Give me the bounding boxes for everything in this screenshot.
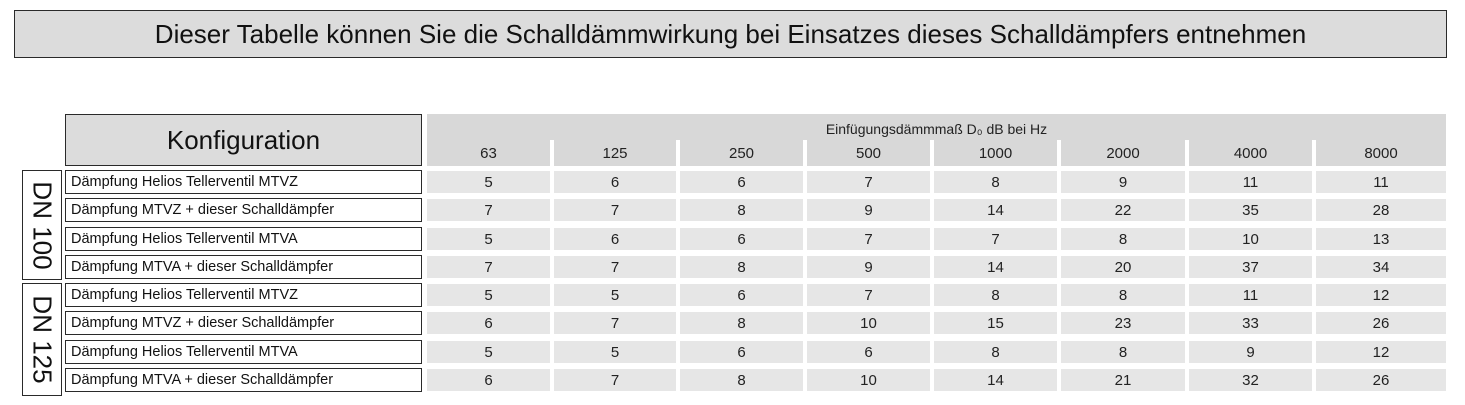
table-cell: 6	[427, 312, 554, 334]
table-row: 5 5 6 7 8 8 11 12	[427, 284, 1446, 306]
table-cell: 7	[807, 284, 934, 306]
table-cell: 35	[1189, 199, 1316, 221]
table-row: 7 7 8 9 14 22 35 28	[427, 199, 1446, 221]
table-cell: 13	[1316, 228, 1446, 250]
frequency-header-cell: 4000	[1189, 140, 1316, 166]
frequency-header: Einfügungsdämmmaß D₀ dB bei Hz 63 125 250 5…	[427, 114, 1446, 166]
table-cell: 33	[1189, 312, 1316, 334]
table-cell: 8	[680, 256, 807, 278]
row-label: Dämpfung Helios Tellerventil MTVA	[65, 227, 422, 251]
table-row: 5 6 6 7 8 9 11 11	[427, 171, 1446, 193]
row-label: Dämpfung MTVA + dieser Schalldämpfer	[65, 368, 422, 392]
frequency-row: 63 125 250 500 1000 2000 4000 8000	[427, 140, 1446, 166]
row-label: Dämpfung MTVZ + dieser Schalldämpfer	[65, 198, 422, 222]
table-cell: 8	[934, 284, 1061, 306]
row-label: Dämpfung MTVA + dieser Schalldämpfer	[65, 255, 422, 279]
table-cell: 8	[680, 369, 807, 391]
table-cell: 10	[807, 312, 934, 334]
frequency-header-cell: 250	[680, 140, 807, 166]
table-cell: 5	[554, 341, 680, 363]
table-title: Dieser Tabelle können Sie die Schalldämm…	[14, 10, 1447, 58]
table-cell: 6	[554, 228, 680, 250]
table-cell: 11	[1316, 171, 1446, 193]
table-cell: 7	[554, 199, 680, 221]
table-cell: 8	[1061, 341, 1189, 363]
table-cell: 6	[680, 171, 807, 193]
table-cell: 21	[1061, 369, 1189, 391]
table-cell: 8	[934, 171, 1061, 193]
table-cell: 8	[680, 199, 807, 221]
konfiguration-header: Konfiguration	[65, 114, 422, 166]
table-cell: 6	[554, 171, 680, 193]
table-cell: 8	[1061, 228, 1189, 250]
row-label: Dämpfung Helios Tellerventil MTVZ	[65, 170, 422, 194]
table-cell: 7	[807, 228, 934, 250]
table-cell: 6	[680, 284, 807, 306]
table-cell: 7	[427, 199, 554, 221]
table-cell: 7	[427, 256, 554, 278]
frequency-header-cell: 500	[807, 140, 934, 166]
table-cell: 37	[1189, 256, 1316, 278]
table-cell: 9	[1189, 341, 1316, 363]
frequency-header-cell: 125	[554, 140, 680, 166]
table-row: 6 7 8 10 14 21 32 26	[427, 369, 1446, 391]
table-cell: 5	[427, 284, 554, 306]
table-cell: 8	[934, 341, 1061, 363]
group-label-text: DN 125	[27, 295, 58, 384]
table-cell: 9	[807, 256, 934, 278]
frequency-caption: Einfügungsdämmmaß D₀ dB bei Hz	[825, 121, 1048, 137]
table-cell: 14	[934, 199, 1061, 221]
table-row: 5 6 6 7 7 8 10 13	[427, 228, 1446, 250]
table-cell: 26	[1316, 369, 1446, 391]
table-row: 7 7 8 9 14 20 37 34	[427, 256, 1446, 278]
table-cell: 14	[934, 256, 1061, 278]
table-cell: 20	[1061, 256, 1189, 278]
table-cell: 6	[680, 228, 807, 250]
group-label: DN 125	[22, 283, 62, 396]
table-cell: 32	[1189, 369, 1316, 391]
row-label: Dämpfung Helios Tellerventil MTVA	[65, 340, 422, 364]
table-cell: 11	[1189, 284, 1316, 306]
table-cell: 23	[1061, 312, 1189, 334]
table-cell: 14	[934, 369, 1061, 391]
table-cell: 9	[807, 199, 934, 221]
table-cell: 11	[1189, 171, 1316, 193]
table-row: 5 5 6 6 8 8 9 12	[427, 341, 1446, 363]
table-cell: 12	[1316, 341, 1446, 363]
table-cell: 7	[807, 171, 934, 193]
table-cell: 5	[427, 171, 554, 193]
table-cell: 6	[807, 341, 934, 363]
table-cell: 12	[1316, 284, 1446, 306]
table-cell: 7	[934, 228, 1061, 250]
group-label-text: DN 100	[27, 180, 58, 270]
table-cell: 6	[680, 341, 807, 363]
table-cell: 8	[1061, 284, 1189, 306]
table-cell: 7	[554, 312, 680, 334]
table-cell: 9	[1061, 171, 1189, 193]
frequency-header-cell: 8000	[1364, 144, 1398, 162]
table-cell: 22	[1061, 199, 1189, 221]
table-cell: 8	[680, 312, 807, 334]
frequency-header-cell: 63	[427, 140, 554, 166]
table-cell: 34	[1316, 256, 1446, 278]
table-cell: 10	[807, 369, 934, 391]
table-cell: 5	[427, 341, 554, 363]
row-label: Dämpfung Helios Tellerventil MTVZ	[65, 283, 422, 307]
table-cell: 26	[1316, 312, 1446, 334]
table-cell: 5	[554, 284, 680, 306]
frequency-header-cell: 2000	[1061, 140, 1189, 166]
table-cell: 5	[427, 228, 554, 250]
table-row: 6 7 8 10 15 23 33 26	[427, 312, 1446, 334]
row-label: Dämpfung MTVZ + dieser Schalldämpfer	[65, 311, 422, 335]
table-cell: 15	[934, 312, 1061, 334]
table-cell: 28	[1316, 199, 1446, 221]
table-cell: 6	[427, 369, 554, 391]
frequency-header-cell: 1000	[934, 140, 1061, 166]
table-cell: 10	[1189, 228, 1316, 250]
group-label: DN 100	[22, 170, 62, 280]
table-cell: 7	[554, 256, 680, 278]
table-cell: 7	[554, 369, 680, 391]
